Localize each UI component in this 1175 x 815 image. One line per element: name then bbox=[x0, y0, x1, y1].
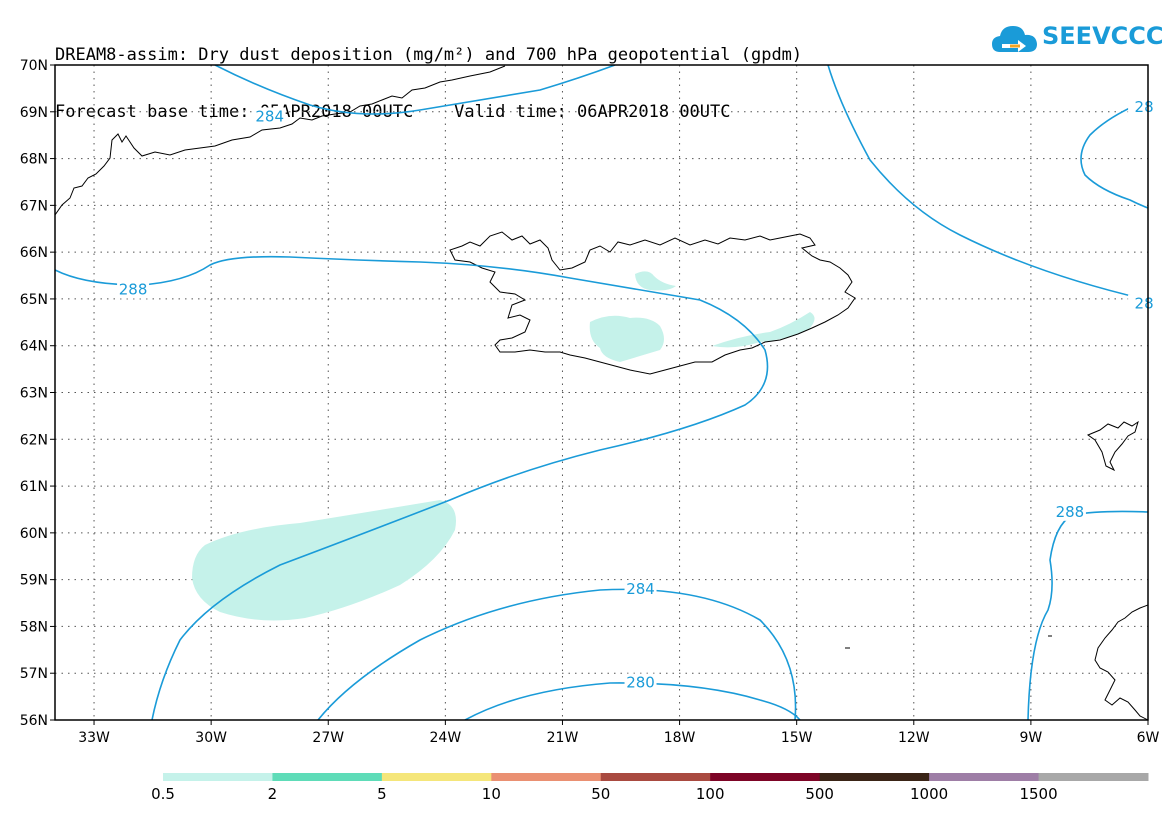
colorbar-segment bbox=[491, 773, 602, 781]
lat-tick-label: 58N bbox=[20, 619, 48, 635]
contour-label: 280 bbox=[626, 674, 655, 692]
colorbar-segment bbox=[929, 773, 1040, 781]
contour-label-bg bbox=[624, 673, 657, 692]
lon-tick-label: 12W bbox=[898, 730, 930, 746]
dust-area-iceland-central bbox=[589, 315, 664, 362]
logo-text: SEEVCCC bbox=[1042, 22, 1164, 50]
contour-label-bg bbox=[117, 280, 150, 299]
dust-area-iceland-north bbox=[635, 271, 676, 291]
coastline-iceland bbox=[449, 231, 856, 375]
colorbar-label: 0.5 bbox=[151, 785, 175, 803]
lat-tick-label: 67N bbox=[20, 198, 48, 214]
lat-tick-label: 57N bbox=[20, 666, 48, 682]
axis-tick-labels: 33W 30W 27W 24W 21W 18W 15W 12W 9W 6W 56N 57N 58N 59N… bbox=[20, 58, 1160, 746]
contour-label: 284 bbox=[626, 580, 655, 598]
contour-label-bg bbox=[253, 107, 286, 126]
contour-288-main bbox=[55, 255, 769, 720]
colorbar-label: 10 bbox=[482, 785, 501, 803]
contour-label-bg bbox=[1053, 502, 1086, 521]
lon-tick-label: 24W bbox=[430, 730, 462, 746]
colorbar-segment bbox=[163, 773, 273, 781]
contour-east-68 bbox=[1080, 99, 1148, 209]
colorbar-label: 500 bbox=[805, 785, 834, 803]
lat-tick-label: 61N bbox=[20, 479, 48, 495]
lon-tick-label: 6W bbox=[1137, 730, 1160, 746]
contour-label: 284 bbox=[255, 107, 284, 125]
contour-284-south bbox=[317, 588, 797, 720]
colorbar-label: 100 bbox=[696, 785, 725, 803]
contour-label: 288 bbox=[119, 281, 148, 299]
contour-label-bg bbox=[624, 580, 657, 598]
seevccc-logo: SEEVCCC bbox=[990, 20, 1164, 58]
contour-280-south bbox=[464, 682, 801, 720]
dust-deposition-areas bbox=[192, 271, 815, 621]
lon-tick-label: 33W bbox=[78, 730, 110, 746]
lat-tick-label: 66N bbox=[20, 245, 48, 261]
coastlines bbox=[55, 65, 1148, 720]
lon-tick-label: 30W bbox=[195, 730, 227, 746]
contour-label: 28 bbox=[1135, 295, 1154, 313]
contour-label-bg bbox=[1128, 294, 1161, 313]
colorbar: 0.5 2 5 10 50 100 500 1000 1500 bbox=[151, 773, 1149, 803]
lat-tick-label: 62N bbox=[20, 432, 48, 448]
coastline-faroe bbox=[1086, 420, 1139, 472]
coastline-scotland bbox=[1094, 604, 1148, 720]
title-line-1: DREAM8-assim: Dry dust deposition (mg/m²… bbox=[55, 45, 803, 65]
lat-tick-label: 69N bbox=[20, 105, 48, 121]
coastline-greenland bbox=[55, 65, 506, 216]
lat-tick-label: 59N bbox=[20, 573, 48, 589]
colorbar-label: 50 bbox=[591, 785, 610, 803]
lat-tick-label: 56N bbox=[20, 713, 48, 729]
contour-labels: 284 288 284 280 288 28 28 bbox=[117, 98, 1161, 692]
lat-tick-label: 60N bbox=[20, 526, 48, 542]
colorbar-segment bbox=[381, 773, 492, 781]
contour-284-north bbox=[214, 65, 616, 115]
lat-tick-label: 64N bbox=[20, 339, 48, 355]
lat-tick-label: 68N bbox=[20, 152, 48, 168]
map-frame bbox=[54, 64, 1149, 721]
colorbar-label: 1500 bbox=[1019, 785, 1057, 803]
contour-288-east bbox=[1027, 510, 1148, 720]
colorbar-label: 2 bbox=[268, 785, 278, 803]
lon-tick-label: 27W bbox=[312, 730, 344, 746]
lon-tick-label: 15W bbox=[781, 730, 813, 746]
lat-tick-label: 70N bbox=[20, 58, 48, 74]
lon-tick-label: 21W bbox=[547, 730, 579, 746]
contour-label-bg bbox=[1128, 98, 1161, 117]
geopotential-contours bbox=[55, 65, 1148, 720]
contour-east-north bbox=[827, 65, 1148, 301]
colorbar-segment bbox=[819, 773, 930, 781]
colorbar-segment bbox=[600, 773, 711, 781]
lon-tick-label: 18W bbox=[664, 730, 696, 746]
contour-label: 288 bbox=[1056, 503, 1085, 521]
cloud-icon bbox=[992, 26, 1037, 52]
colorbar-label: 5 bbox=[377, 785, 387, 803]
lat-tick-label: 63N bbox=[20, 386, 48, 402]
colorbar-segment bbox=[1038, 773, 1149, 781]
graticule bbox=[50, 64, 1149, 725]
lat-tick-label: 65N bbox=[20, 292, 48, 308]
colorbar-segment bbox=[272, 773, 383, 781]
colorbar-label: 1000 bbox=[910, 785, 948, 803]
colorbar-segment bbox=[710, 773, 821, 781]
dust-area-iceland-east bbox=[712, 312, 815, 348]
lon-tick-label: 9W bbox=[1020, 730, 1043, 746]
dust-area-southwest bbox=[192, 500, 456, 621]
contour-label: 28 bbox=[1135, 98, 1154, 116]
